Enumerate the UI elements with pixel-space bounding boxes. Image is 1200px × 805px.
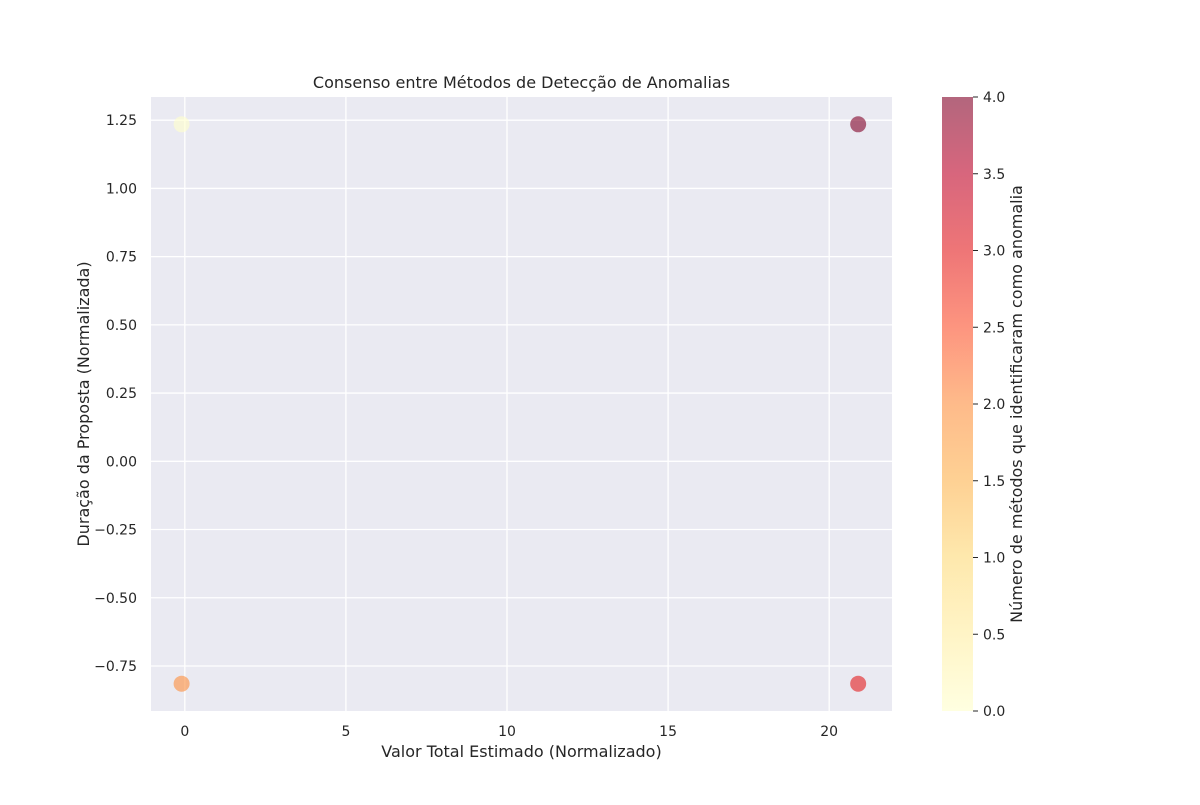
x-tick-label: 0 [180,724,189,740]
x-axis-label: Valor Total Estimado (Normalizado) [381,742,661,761]
colorbar-ticks: 0.0 0.5 1.0 1.5 2.0 2.5 3.0 3.5 4.0 [973,90,1005,720]
colorbar-tick-label: 1.0 [983,551,1005,567]
colorbar [942,97,973,711]
plot-background [151,97,892,711]
data-point [173,675,190,692]
y-tick-label: 0.25 [106,386,137,402]
data-point [850,116,867,133]
x-tick-label: 15 [659,724,677,740]
colorbar-tick-label: 3.0 [983,244,1005,260]
y-tick-label: 0.50 [106,318,137,334]
colorbar-tick-label: 0.0 [983,704,1005,720]
y-axis-label: Duração da Proposta (Normalizada) [74,261,93,546]
y-tick-label: −0.25 [94,523,137,539]
y-tick-label: −0.75 [94,659,137,675]
y-tick-label: 1.25 [106,113,137,129]
chart-title: Consenso entre Métodos de Detecção de An… [313,73,730,92]
colorbar-tick-label: 4.0 [983,90,1005,106]
x-tick-label: 10 [498,724,516,740]
data-point [850,675,867,692]
y-tick-label: 1.00 [106,181,137,197]
x-axis-ticks: 0 5 10 15 20 [180,724,838,740]
y-tick-label: 0.00 [106,454,137,470]
y-axis-ticks: −0.75 −0.50 −0.25 0.00 0.25 0.50 0.75 1.00 1.25 [94,113,137,675]
colorbar-tick-label: 0.5 [983,627,1005,643]
colorbar-tick-label: 2.0 [983,397,1005,413]
colorbar-tick-label: 2.5 [983,320,1005,336]
colorbar-tick-label: 3.5 [983,167,1005,183]
data-point [173,116,190,133]
y-tick-label: 0.75 [106,250,137,266]
colorbar-tick-label: 1.5 [983,474,1005,490]
x-tick-label: 5 [341,724,350,740]
x-tick-label: 20 [820,724,838,740]
grid [151,97,892,711]
y-tick-label: −0.50 [94,591,137,607]
colorbar-label: Número de métodos que identificaram como… [1007,185,1026,623]
data-points [173,116,867,692]
